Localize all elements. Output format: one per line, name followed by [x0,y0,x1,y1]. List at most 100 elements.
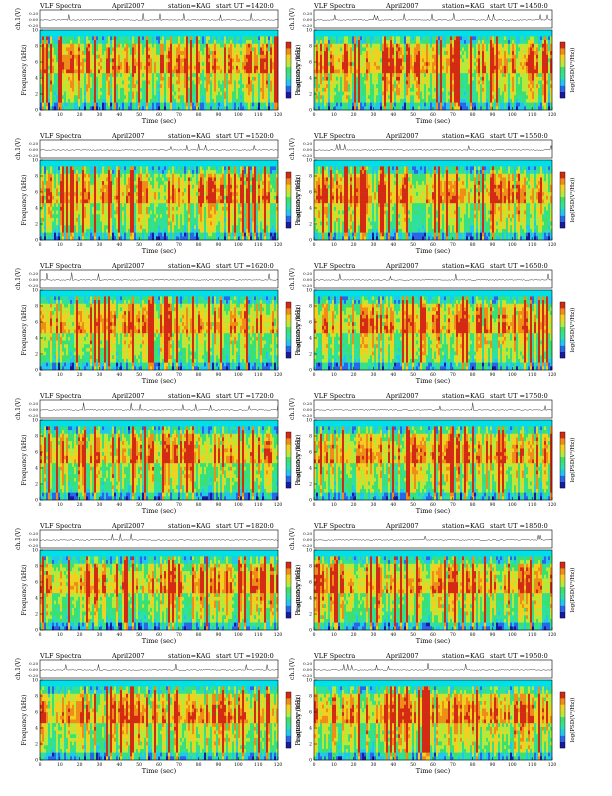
spectrogram-cell [58,73,60,77]
spectrogram-cell [122,44,124,48]
spectrogram-cell [160,92,162,96]
spectrogram-cell [60,95,62,99]
spectrogram-cell [42,84,44,88]
spectrogram-cell [122,77,124,81]
spectrogram-cell [94,81,96,85]
spectrogram-cell [88,62,90,66]
waveform-tick-label: 0.00 [29,17,38,22]
spectrogram-cell [158,47,160,51]
spectrogram-cell [134,92,136,96]
spectrogram-cell [66,99,68,103]
spectrogram-cell [74,55,76,59]
spectrogram-cell [80,47,82,51]
spectrogram-cell [40,62,42,66]
spectrogram-cell [64,70,66,74]
spectrogram-cell [158,70,160,74]
spectrogram-cell [122,40,124,44]
spectrogram-cell [66,77,68,81]
spectrogram-cell [50,58,52,62]
spectrogram-cell [58,47,60,51]
spectrogram-cell [46,55,48,59]
spectrogram-cell [64,40,66,44]
spectrogram-cell [72,62,74,66]
spectrogram-cell [66,36,68,40]
spectrogram-cell [66,88,68,92]
spectrogram-cell [52,103,54,107]
spectrogram-cell [54,44,56,48]
spectrogram-cell [58,58,60,62]
spectrogram-cell [106,44,108,48]
spectrogram-cell [72,84,74,88]
spectrogram-cell [96,73,98,77]
spectrogram-cell [48,103,50,107]
spectrogram-cell [130,103,132,107]
spectrogram-cell [98,51,100,55]
spectrogram-cell [50,103,52,107]
spectrogram-cell [46,70,48,74]
spectrogram-cell [144,84,146,88]
spectrogram-cell [72,47,74,51]
spectrogram-cell [44,92,46,96]
spectrogram-cell [158,40,160,44]
spectrogram-cell [132,103,134,107]
spectrogram-cell [118,47,120,51]
spectrogram-cell [100,51,102,55]
spectrogram-cell [96,66,98,70]
spectrogram-cell [150,70,152,74]
spectrogram-cell [44,88,46,92]
spectrogram-cell [126,47,128,51]
spectrogram-cell [104,66,106,70]
spectrogram-cell [114,44,116,48]
spectrogram-cell [124,51,126,55]
spectrogram-cell [66,40,68,44]
spectrogram-cell [82,70,84,74]
spectrogram-cell [142,95,144,99]
spectrogram-cell [92,40,94,44]
spectrogram-cell [84,36,86,40]
spectrogram-cell [100,106,102,110]
spectrogram-cell [154,88,156,92]
spectrogram-cell [60,66,62,70]
spectrogram-cell [42,40,44,44]
spectrogram-cell [50,36,52,40]
spectrogram-cell [56,55,58,59]
spectrogram-cell [74,99,76,103]
spectrogram-cell [128,44,130,48]
spectrogram-cell [92,51,94,55]
spectrogram-cell [98,77,100,81]
spectrogram-cell [118,81,120,85]
waveform-tick-label: -0.20 [28,23,39,28]
spectrogram-cell [60,99,62,103]
spectrogram-cell [58,44,60,48]
spectrogram-cell [136,40,138,44]
spectrogram-cell [146,58,148,62]
spectrogram-cell [124,95,126,99]
spectrogram-cell [116,81,118,85]
spectrogram-cell [108,92,110,96]
spectrogram-cell [68,95,70,99]
spectrogram-cell [92,62,94,66]
spectrogram-cell [82,55,84,59]
spectrogram-cell [92,73,94,77]
spectrogram-cell [120,73,122,77]
spectrogram-cell [142,77,144,81]
spectrogram-cell [140,55,142,59]
spectrogram-cell [150,103,152,107]
spectrogram-cell [156,73,158,77]
spectrogram-cell [160,36,162,40]
spectrogram-cell [50,66,52,70]
spectrogram-cell [54,88,56,92]
spectrogram-cell [52,95,54,99]
spectrogram-cell [72,81,74,85]
spectrogram-cell [104,95,106,99]
spectrogram-cell [112,92,114,96]
spectrogram-cell [94,58,96,62]
spectrogram-cell [102,58,104,62]
spectrogram-cell [90,44,92,48]
spectrogram-cell [88,106,90,110]
spectrogram-cell [46,95,48,99]
spectrogram-cell [116,77,118,81]
spectrogram-cell [74,47,76,51]
spectrogram-cell [114,106,116,110]
spectrogram-cell [68,106,70,110]
